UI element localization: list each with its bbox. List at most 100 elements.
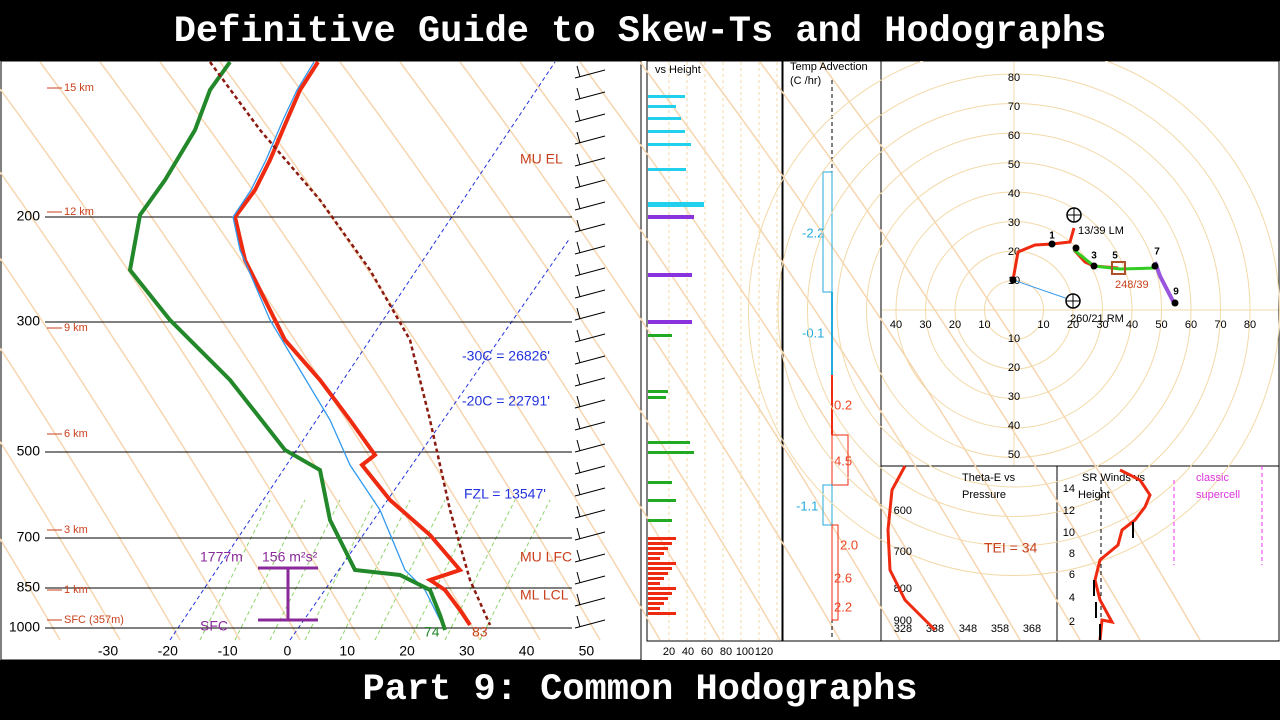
pressure-label: 200 (17, 208, 41, 224)
annotation: 74 (424, 624, 440, 640)
x-label: 20 (1067, 319, 1079, 331)
wind-barb (576, 439, 581, 452)
hodo-trace (1073, 248, 1156, 271)
moist-adiabat (234, 499, 306, 641)
hodo-trace (1011, 227, 1076, 281)
wind-bar (648, 587, 676, 590)
dry-adiabat (0, 346, 181, 641)
wind-bar (648, 105, 676, 108)
wind-barb (576, 241, 581, 254)
temperature-label: -20 (158, 643, 178, 659)
y-label: 50 (1008, 449, 1020, 461)
wind-bar (648, 557, 660, 560)
wind-barb (576, 219, 581, 232)
height-label: 15 km (64, 82, 94, 94)
hodo-label: 260/21 RM (1070, 313, 1124, 325)
temperature-label: 30 (459, 643, 475, 659)
moist-adiabat (409, 499, 481, 641)
wind-barb (576, 329, 581, 342)
wind-bar (648, 451, 694, 454)
theta-e-index: TEI = 34 (984, 540, 1038, 556)
panel-title: vs Height (655, 64, 701, 76)
title-bar (0, 0, 1280, 61)
panel-title: Height (1078, 489, 1110, 501)
hodo-label: 13/39 LM (1078, 225, 1124, 237)
wind-bar (648, 519, 672, 522)
y-label: 40 (1008, 420, 1020, 432)
annotation: ML LCL (520, 587, 569, 603)
temperature-label: 50 (579, 643, 595, 659)
x-label: 80 (1244, 319, 1256, 331)
wind-barb (576, 593, 581, 606)
wind-barb (576, 461, 581, 474)
advection-value: -0.1 (802, 325, 824, 340)
y-label: 50 (1008, 159, 1020, 171)
sr-profile (1093, 468, 1152, 641)
y-label: 600 (894, 505, 912, 517)
moist-adiabat (339, 499, 411, 641)
wind-bar (648, 567, 672, 570)
y-label: 6 (1069, 569, 1075, 581)
dry-adiabat (0, 87, 361, 641)
x-label: 10 (978, 319, 990, 331)
annotation: 83 (472, 624, 488, 640)
dry-adiabat (159, 61, 541, 641)
wind-bar (648, 552, 664, 555)
advection-box (831, 524, 839, 621)
annotation: 1777m (200, 549, 243, 565)
moist-adiabat (444, 499, 516, 641)
temperature-profile (232, 60, 472, 627)
x-label: 20 (949, 319, 961, 331)
point-label: 5 (1112, 251, 1118, 262)
moist-adiabat (479, 499, 551, 641)
x-label: 30 (1096, 319, 1108, 331)
wind-bar (648, 572, 668, 575)
wind-barb (576, 483, 581, 496)
y-label: 700 (894, 546, 912, 558)
temperature-label: -30 (98, 643, 118, 659)
y-label: 20 (1008, 362, 1020, 374)
dry-adiabat (819, 61, 1201, 641)
dry-adiabat (759, 61, 1141, 641)
point-label: 1 (1049, 231, 1055, 242)
pressure-label: 300 (17, 313, 41, 329)
skew-t-frame (0, 60, 642, 661)
pressure-label: 500 (17, 443, 41, 459)
wind-barb (576, 417, 581, 430)
dry-adiabat (639, 61, 1021, 641)
wind-barb (576, 307, 581, 320)
advection-value: -2.2 (802, 225, 824, 240)
wind-bar (648, 396, 666, 399)
x-label: 70 (1214, 319, 1226, 331)
wind-barb (576, 153, 581, 166)
x-label: 30 (919, 319, 931, 331)
x-label: 60 (701, 646, 713, 658)
annotation: -20C = 22791' (462, 393, 550, 409)
y-label: 4 (1069, 592, 1075, 604)
wind-bar (648, 547, 668, 550)
hodograph-frame (880, 60, 1280, 467)
x-label: 40 (1126, 319, 1138, 331)
wind-barb (576, 571, 581, 584)
title: Definitive Guide to Skew-Ts and Hodograp… (174, 11, 1107, 53)
dry-adiabat (99, 61, 481, 641)
wind-barb (576, 87, 581, 100)
x-label: 50 (1155, 319, 1167, 331)
wind-bar (648, 607, 660, 610)
wind-barb (576, 65, 581, 78)
wind-bar (648, 602, 664, 605)
annotation: -30C = 26826' (462, 348, 550, 364)
wind-barb (576, 395, 581, 408)
dry-adiabat (399, 61, 781, 641)
temperature-label: -10 (217, 643, 237, 659)
x-label: 80 (720, 646, 732, 658)
subtitle: Part 9: Common Hodographs (362, 669, 917, 711)
wind-barb (576, 131, 581, 144)
wind-bar (648, 130, 685, 133)
pressure-label: 850 (17, 579, 41, 595)
y-label: 12 (1063, 505, 1075, 517)
wind-barb (576, 285, 581, 298)
height-label: 12 km (64, 206, 94, 218)
dry-adiabat (699, 61, 1081, 641)
